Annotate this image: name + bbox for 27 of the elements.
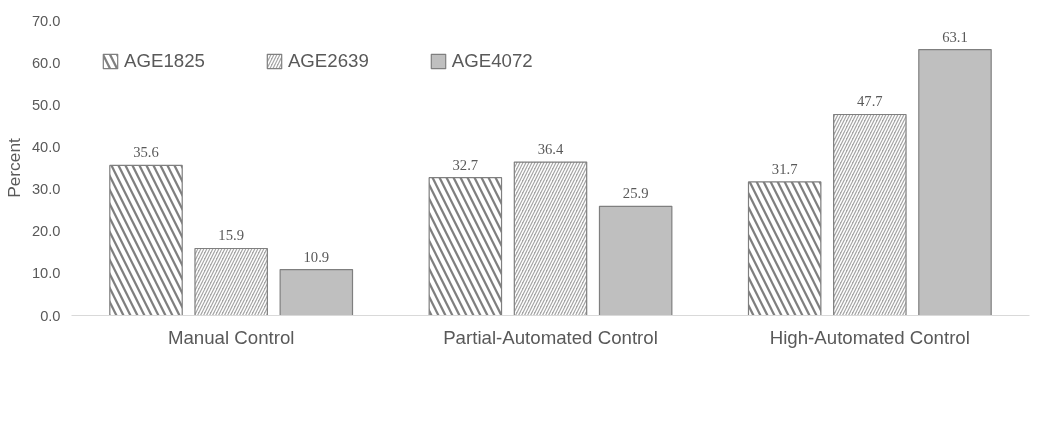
y-axis-title: Percent [3, 137, 24, 198]
bar [598, 205, 673, 316]
data-label: 10.9 [303, 248, 330, 265]
data-label: 32.7 [452, 156, 479, 173]
y-tick-label: 20.0 [31, 223, 61, 240]
data-label: 15.9 [218, 227, 244, 244]
x-tick-label: Manual Control [167, 326, 295, 348]
y-tick-label: 40.0 [31, 138, 61, 155]
data-label: 63.1 [942, 28, 968, 45]
bar [279, 268, 354, 316]
y-tick-label: 30.0 [31, 181, 61, 198]
y-tick-label: 70.0 [31, 12, 61, 29]
y-tick-label: 0.0 [40, 307, 61, 324]
legend-label: AGE2639 [287, 50, 369, 72]
bar [918, 48, 992, 316]
y-tick-label: 60.0 [31, 54, 61, 71]
data-label: 25.9 [622, 185, 649, 202]
data-label: 35.6 [133, 144, 159, 161]
y-tick-label: 10.0 [31, 265, 61, 282]
data-label: 31.7 [771, 160, 798, 177]
data-label: 36.4 [537, 141, 564, 158]
x-tick-label: Partial-Automated Control [443, 326, 658, 348]
legend-label: AGE4072 [451, 50, 533, 72]
legend-label: AGE1825 [124, 50, 205, 72]
data-label: 47.7 [857, 93, 883, 110]
y-tick-label: 50.0 [31, 96, 61, 113]
x-tick-label: High-Automated Control [769, 326, 970, 348]
